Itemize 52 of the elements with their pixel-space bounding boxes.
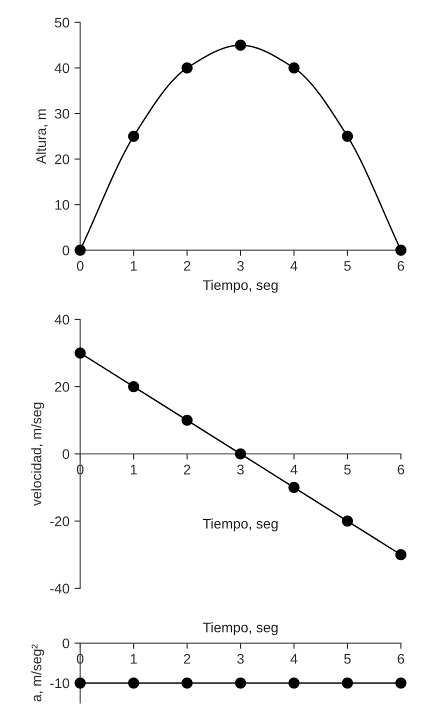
point xyxy=(288,62,300,74)
x-tick-label: 6 xyxy=(398,464,404,474)
x-axis-title: Tiempo, seg xyxy=(202,622,278,636)
point xyxy=(395,244,406,256)
y-tick-label: 10 xyxy=(55,200,70,210)
y-axis-title: Altura, m xyxy=(36,109,48,164)
point xyxy=(234,448,246,460)
x-tick-label: 1 xyxy=(130,261,137,271)
y-tick-label: 40 xyxy=(54,63,70,74)
point xyxy=(182,62,193,74)
point xyxy=(395,549,406,560)
x-axis-title: Tiempo, seg xyxy=(202,280,278,293)
y-axis-title: velocidad, m/seg xyxy=(31,402,44,506)
y-axis-title: a, m/seg² xyxy=(31,644,44,702)
x-tick-label: 5 xyxy=(344,654,351,664)
x-tick-label: 5 xyxy=(344,464,351,474)
x-tick-label: 3 xyxy=(237,464,244,474)
y-tick-label: -10 xyxy=(50,678,70,688)
y-tick-label: 0 xyxy=(62,449,70,460)
y-tick-label: 20 xyxy=(55,382,70,392)
y-tick-label: -20 xyxy=(50,516,70,526)
y-tick-label: -40 xyxy=(50,584,70,594)
y-tick-label: 50 xyxy=(54,18,70,28)
y-tick-label: 40 xyxy=(54,314,70,325)
point xyxy=(342,516,354,527)
x-tick-label: 1 xyxy=(130,464,137,474)
point xyxy=(128,381,140,392)
x-tick-label: 6 xyxy=(398,260,404,271)
x-tick-label: 6 xyxy=(398,654,404,664)
point xyxy=(234,40,246,51)
point xyxy=(74,244,86,256)
y-tick-label: 0 xyxy=(62,246,70,256)
x-axis-title: Tiempo, seg xyxy=(202,518,278,532)
x-tick-label: 4 xyxy=(290,261,298,271)
x-tick-label: 3 xyxy=(237,260,244,271)
x-tick-label: 0 xyxy=(76,260,84,271)
y-tick-label: 30 xyxy=(54,108,70,119)
y-tick-label: 0 xyxy=(62,638,70,648)
point xyxy=(342,130,354,142)
point xyxy=(288,482,300,494)
y-tick-label: 20 xyxy=(55,154,70,164)
x-tick-label: 4 xyxy=(290,464,298,474)
x-tick-label: 1 xyxy=(130,654,137,664)
x-tick-label: 2 xyxy=(184,654,190,664)
point xyxy=(74,347,86,359)
x-tick-label: 3 xyxy=(237,654,244,664)
point xyxy=(182,414,193,426)
x-tick-label: 2 xyxy=(184,260,190,271)
x-tick-label: 2 xyxy=(184,464,190,474)
x-tick-label: 4 xyxy=(290,654,298,664)
x-tick-label: 5 xyxy=(344,261,351,271)
point xyxy=(128,130,140,142)
